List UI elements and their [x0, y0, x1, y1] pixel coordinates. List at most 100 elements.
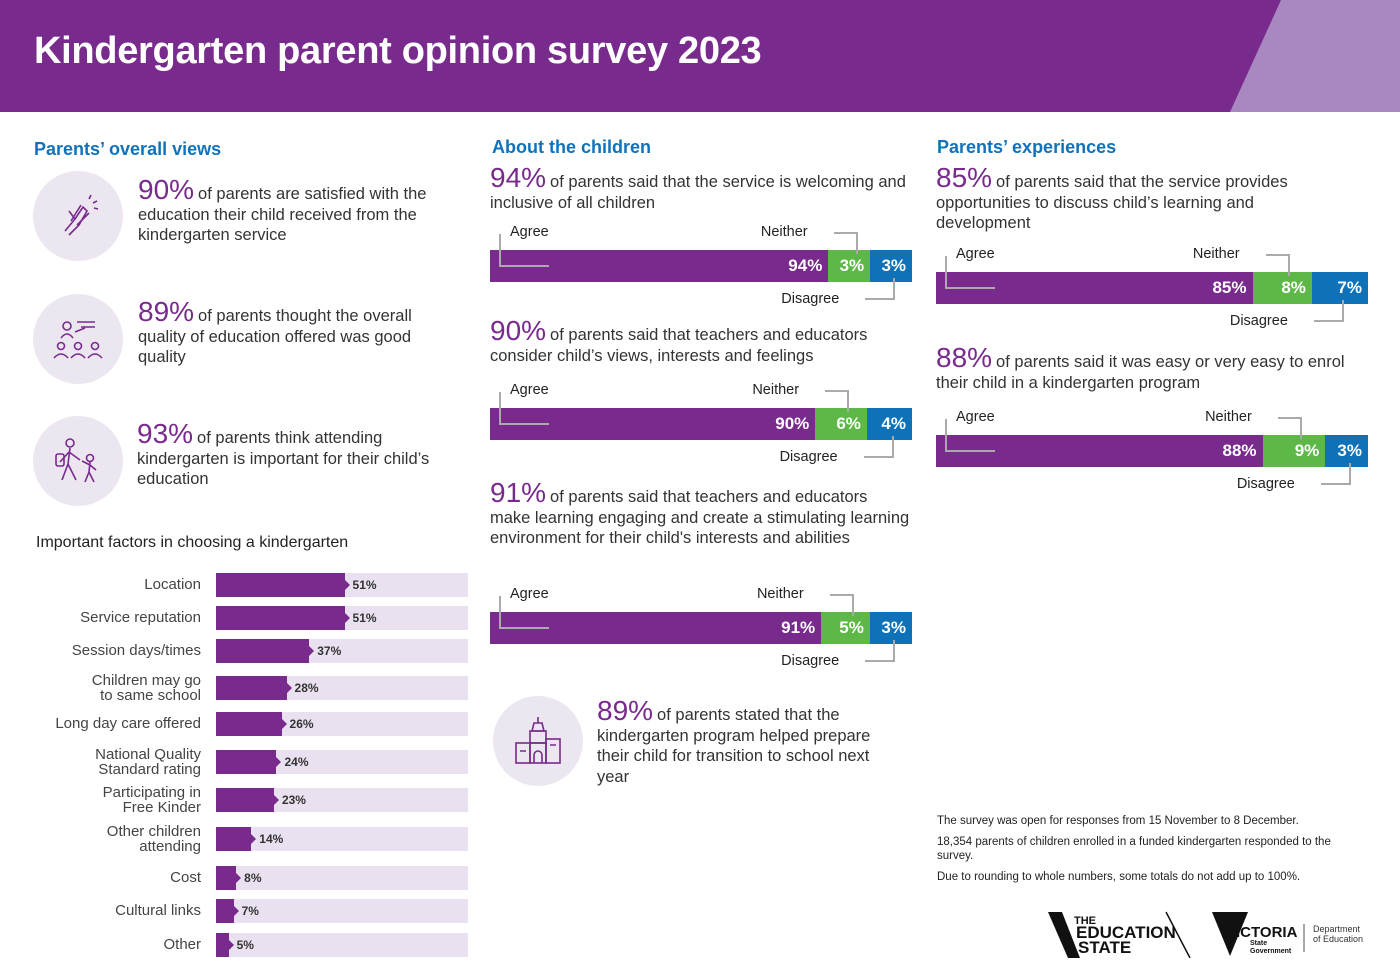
- segment-neither: 9%: [1262, 435, 1326, 467]
- factor-value-label: 26%: [289, 717, 314, 731]
- legend-connector: [865, 278, 896, 300]
- header-banner: Kindergarten parent opinion survey 2023: [0, 0, 1400, 112]
- factor-bar: [216, 933, 234, 957]
- factor-value-label: 8%: [244, 871, 262, 885]
- legend-neither: Neither: [756, 586, 804, 602]
- segment-neither: 8%: [1252, 272, 1312, 304]
- children-stat-3: 91% of parents said that teachers and edu…: [490, 479, 910, 549]
- factor-label: Location: [144, 576, 201, 593]
- factor-bar-track: 8%: [216, 866, 468, 890]
- legend-agree: Agree: [510, 224, 549, 240]
- segment-neither: 3%: [828, 250, 871, 282]
- segment-neither: 5%: [821, 612, 870, 644]
- stacked-bar: 91% 5% 3%: [490, 612, 912, 644]
- factor-bar-track: 51%: [216, 573, 468, 597]
- legend-disagree: Disagree: [1236, 476, 1295, 492]
- factor-bar: [216, 899, 239, 923]
- factor-bar: [216, 676, 292, 700]
- svg-text:THE: THE: [1074, 915, 1096, 927]
- segment-disagree: 3%: [869, 612, 912, 644]
- stat-pct: 85%: [936, 162, 993, 193]
- stat-text: of parents thought the overall quality o…: [138, 307, 412, 366]
- segment-disagree: 3%: [870, 250, 913, 282]
- transition-stat: 89% of parents stated that the kindergart…: [597, 697, 897, 787]
- factors-chart-title: Important factors in choosing a kinderga…: [36, 534, 349, 551]
- factor-label: Long day care offered: [55, 715, 201, 732]
- legend-connector: [499, 596, 549, 629]
- factor-value-label: 51%: [352, 578, 377, 592]
- legend-disagree: Disagree: [779, 449, 838, 465]
- education-state-logo: THE EDUCATION STATE: [1048, 910, 1193, 959]
- factor-bar-track: 26%: [216, 712, 468, 736]
- legend-agree: Agree: [956, 409, 995, 425]
- overall-stat-2: 89% of parents thought the overall qualit…: [138, 298, 458, 368]
- factor-value-label: 14%: [259, 832, 284, 846]
- children-stat-1: 94% of parents said that the service is w…: [490, 164, 915, 213]
- segment-disagree: 7%: [1311, 272, 1368, 304]
- legend-connector: [1278, 417, 1303, 439]
- svg-text:of Education: of Education: [1313, 934, 1363, 944]
- segment-disagree: 4%: [866, 408, 912, 440]
- legend-disagree: Disagree: [781, 653, 840, 669]
- svg-text:Government: Government: [1250, 948, 1292, 955]
- legend-connector: [945, 256, 995, 289]
- svg-text:Department: Department: [1313, 924, 1361, 934]
- page-title: Kindergarten parent opinion survey 2023: [34, 30, 762, 72]
- parent-child-walking-icon: [33, 416, 123, 506]
- factor-label: Other: [163, 936, 201, 953]
- factor-bar-track: 24%: [216, 750, 468, 774]
- factor-value-label: 24%: [284, 755, 309, 769]
- factor-value-label: 23%: [281, 793, 306, 807]
- legend-connector: [1313, 300, 1344, 322]
- legend-connector: [865, 640, 896, 662]
- factor-value-label: 5%: [236, 938, 254, 952]
- factor-bar-track: 51%: [216, 606, 468, 630]
- legend-neither: Neither: [752, 382, 800, 398]
- factor-bar-track: 7%: [216, 899, 468, 923]
- stacked-bar: 85% 8% 7%: [936, 272, 1368, 304]
- factor-bar-track: 28%: [216, 676, 468, 700]
- factor-bar-track: 37%: [216, 639, 468, 663]
- factor-bar: [216, 606, 350, 630]
- legend-agree: Agree: [510, 586, 549, 602]
- footnote: Due to rounding to whole numbers, some t…: [937, 871, 1301, 883]
- stacked-bar: 88% 9% 3%: [936, 435, 1368, 467]
- footnote: The survey was open for responses from 1…: [937, 815, 1299, 827]
- segment-disagree: 3%: [1325, 435, 1368, 467]
- stat-pct: 90%: [490, 315, 547, 346]
- legend-disagree: Disagree: [1229, 313, 1288, 329]
- factor-label: Cost: [170, 869, 201, 886]
- legend-connector: [1265, 254, 1290, 276]
- svg-text:VICTORIA: VICTORIA: [1226, 924, 1298, 941]
- overall-views-heading: Parents’ overall views: [34, 139, 222, 159]
- legend-connector: [863, 436, 894, 458]
- legend-agree: Agree: [956, 246, 995, 262]
- overall-stat-3: 93% of parents think attending kindergart…: [137, 420, 437, 490]
- factor-bar: [216, 639, 315, 663]
- segment-neither: 6%: [815, 408, 867, 440]
- svg-text:STATE: STATE: [1078, 938, 1131, 957]
- factor-bar-track: 5%: [216, 933, 468, 957]
- legend-agree: Agree: [510, 382, 549, 398]
- children-stat-2: 90% of parents said that teachers and edu…: [490, 317, 915, 366]
- factor-bar: [216, 827, 257, 851]
- factor-label: Other children attending: [106, 823, 201, 855]
- factor-label: Children may go to same school: [91, 672, 201, 704]
- stat-pct: 91%: [490, 477, 547, 508]
- overall-stat-1: 90% of parents are satisfied with the edu…: [138, 176, 468, 246]
- factor-bar: [216, 750, 282, 774]
- factor-label: Cultural links: [115, 902, 201, 919]
- stat-text: of parents are satisfied with the educat…: [138, 185, 427, 244]
- legend-connector: [833, 232, 858, 254]
- header-stripe: [1230, 0, 1400, 112]
- stat-text: of parents said it was easy or very easy…: [936, 353, 1345, 392]
- factor-value-label: 7%: [241, 904, 259, 918]
- legend-neither: Neither: [1205, 409, 1252, 425]
- experiences-stat-1: 85% of parents said that the service prov…: [936, 164, 1336, 234]
- svg-text:State: State: [1250, 940, 1267, 947]
- stat-pct: 94%: [490, 162, 547, 193]
- factor-label: National Quality Standard rating: [95, 746, 201, 778]
- factor-bar-track: 23%: [216, 788, 468, 812]
- stat-text: of parents think attending kindergarten …: [137, 429, 430, 488]
- stacked-bar: 94% 3% 3%: [490, 250, 913, 282]
